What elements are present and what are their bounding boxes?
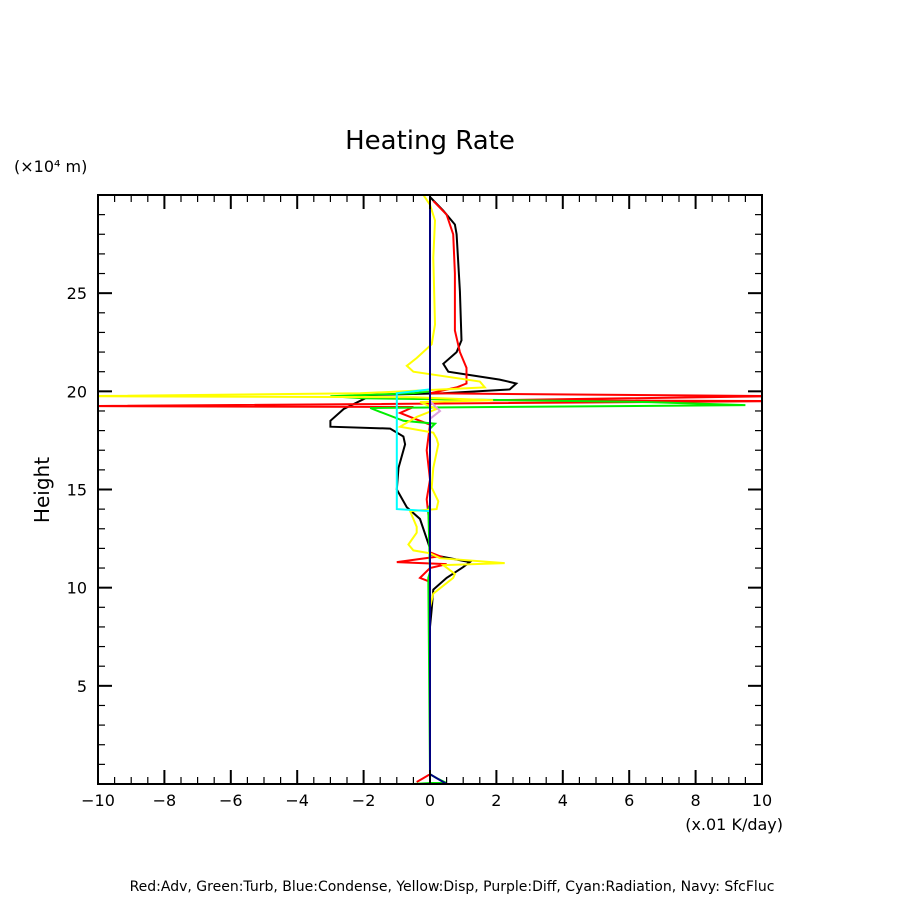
series-line-total <box>329 196 519 784</box>
y-tick-label: 15 <box>67 481 87 500</box>
y-unit-label: (×10⁴ m) <box>14 157 87 176</box>
series-line-radiation <box>395 388 431 513</box>
y-tick-label: 25 <box>67 284 87 303</box>
series-line-adv <box>98 200 762 783</box>
legend-text: Red:Adv, Green:Turb, Blue:Condense, Yell… <box>130 879 775 895</box>
x-tick-label: −6 <box>219 791 243 810</box>
series-line-turb <box>330 390 746 784</box>
x-tick-label: 8 <box>691 791 701 810</box>
y-tick-label: 20 <box>67 382 87 401</box>
x-tick-label: −10 <box>81 791 115 810</box>
x-axis-label: (x.01 K/day) <box>685 815 783 834</box>
series-line-disp <box>98 195 505 784</box>
y-tick-label: 10 <box>67 579 87 598</box>
x-tick-label: 0 <box>425 791 435 810</box>
x-tick-label: −2 <box>352 791 376 810</box>
y-tick-label: 5 <box>77 677 87 696</box>
x-tick-label: −4 <box>285 791 309 810</box>
x-tick-label: 4 <box>558 791 568 810</box>
y-axis-label: Height <box>30 457 54 523</box>
x-tick-label: 10 <box>752 791 772 810</box>
chart-title: Heating Rate <box>345 126 515 156</box>
x-tick-label: 6 <box>624 791 634 810</box>
x-tick-label: −8 <box>153 791 177 810</box>
series-line-diff <box>429 400 442 420</box>
x-tick-label: 2 <box>491 791 501 810</box>
